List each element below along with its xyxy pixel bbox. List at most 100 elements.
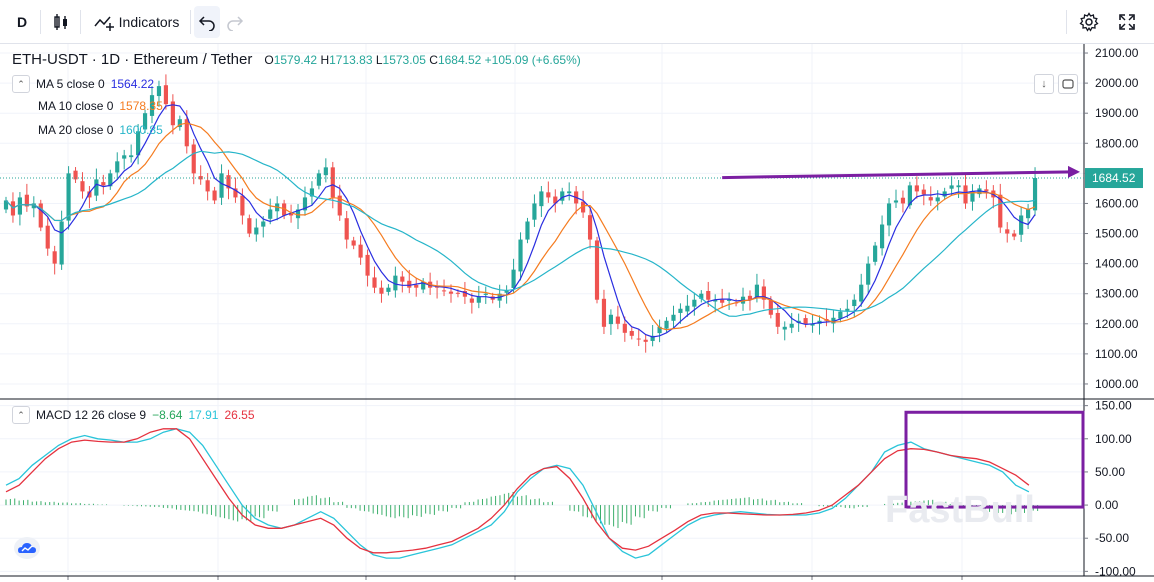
- ma10-legend[interactable]: MA 10 close 0 1578.35: [38, 99, 163, 113]
- candle-body: [594, 240, 600, 300]
- indicators-button[interactable]: Indicators: [86, 6, 186, 38]
- interval-button[interactable]: D: [16, 14, 28, 30]
- candle-body: [254, 227, 259, 235]
- price-tick-label: 1000.00: [1095, 377, 1139, 391]
- chart-area[interactable]: 1000.00 1100.00 1200.00 1300.00 1400.00 1500.…: [0, 44, 1154, 582]
- candle-body: [386, 287, 391, 292]
- open-label: O: [264, 53, 274, 67]
- candle-body: [706, 290, 711, 300]
- candle-body: [469, 298, 474, 303]
- candle-body: [935, 197, 940, 202]
- collapse-icon[interactable]: ⌃: [12, 75, 30, 93]
- symbol-header: ETH-USDT · 1D · Ethereum / Tether O1579.…: [12, 51, 581, 68]
- settings-button[interactable]: [1074, 6, 1104, 38]
- candle-body: [302, 197, 308, 211]
- redo-button[interactable]: [222, 6, 248, 38]
- candle-body: [518, 239, 523, 272]
- candle-body: [984, 189, 989, 192]
- candle-body: [789, 323, 794, 328]
- candle-body: [59, 221, 64, 265]
- candle-body: [539, 191, 544, 207]
- candle-body: [560, 191, 565, 201]
- candle-body: [553, 196, 558, 204]
- chart-type-button[interactable]: [46, 6, 76, 38]
- candle-body: [879, 224, 885, 249]
- candle-body: [212, 190, 217, 201]
- price-tick-label: 2100.00: [1095, 46, 1139, 60]
- candle-body: [914, 185, 919, 192]
- candle-body: [323, 167, 328, 176]
- candle-body: [713, 299, 718, 302]
- candle-body: [796, 320, 801, 323]
- fullscreen-button[interactable]: [1112, 6, 1142, 38]
- candle-body: [309, 188, 315, 197]
- scroll-down-button[interactable]: ↓: [1034, 74, 1054, 94]
- collapse-icon[interactable]: ⌃: [12, 406, 30, 424]
- fullscreen-icon: [1119, 14, 1135, 30]
- candle-body: [170, 101, 175, 126]
- macd-signal-value: 26.55: [224, 408, 255, 422]
- candle-body: [455, 292, 461, 294]
- maximize-icon: [1062, 79, 1074, 89]
- candle-body: [247, 218, 252, 234]
- candle-body: [52, 251, 57, 264]
- candle-body: [761, 286, 766, 300]
- candle-body: [295, 209, 301, 219]
- candle-body: [122, 155, 127, 159]
- candle-body: [511, 269, 516, 288]
- candle-body: [810, 323, 815, 326]
- candle-body: [963, 185, 968, 204]
- candle-body: [344, 218, 349, 240]
- candle-body: [636, 338, 641, 340]
- candle-body: [38, 203, 43, 228]
- candle-body: [31, 203, 36, 209]
- candle-body: [685, 305, 690, 312]
- candle-body: [351, 240, 356, 246]
- candle-body: [886, 203, 892, 226]
- ma10-value: 1578.35: [119, 99, 163, 113]
- macd-tick-label: 150.00: [1095, 399, 1132, 413]
- candle-body: [928, 197, 933, 201]
- indicators-label: Indicators: [118, 14, 180, 30]
- candle-body: [838, 311, 843, 319]
- last-price-tag: [1085, 168, 1143, 189]
- candle-body: [94, 179, 99, 196]
- candle-body: [66, 173, 71, 221]
- candle-body: [768, 299, 773, 315]
- candle-body: [261, 221, 266, 227]
- trend-arrow-line: [722, 170, 1073, 180]
- candle-body: [1019, 215, 1024, 235]
- candle-body: [775, 312, 780, 327]
- candle-body: [664, 320, 669, 329]
- candle-body: [601, 298, 607, 327]
- macd-histogram-value: −8.64: [152, 408, 183, 422]
- price-axis[interactable]: 1000.00 1100.00 1200.00 1300.00 1400.00 1500.…: [1084, 46, 1143, 578]
- gear-icon: [1079, 12, 1099, 32]
- ma20-legend[interactable]: MA 20 close 0 1600.85: [38, 123, 163, 137]
- maximize-pane-button[interactable]: [1058, 74, 1078, 94]
- candle-body: [462, 290, 467, 297]
- macd-tick-label: -100.00: [1095, 564, 1136, 578]
- macd-tick-label: 50.00: [1095, 465, 1125, 479]
- candle-body: [699, 293, 704, 299]
- undo-button[interactable]: [194, 6, 220, 38]
- macd-legend[interactable]: ⌃ MACD 12 26 close 9 −8.64 17.91 26.55: [12, 406, 255, 424]
- candle-body: [177, 119, 182, 128]
- candle-body: [622, 323, 627, 333]
- candle-body: [643, 339, 648, 342]
- candle-body: [998, 194, 1003, 228]
- candle-body: [831, 317, 836, 324]
- logo-button[interactable]: [14, 537, 40, 559]
- candle-body: [852, 299, 857, 307]
- price-pane: [0, 74, 1084, 353]
- candle-body: [149, 95, 155, 116]
- candle-body: [163, 85, 169, 105]
- price-tick-label: 1900.00: [1095, 106, 1139, 120]
- ma5-legend[interactable]: ⌃ MA 5 close 0 1564.22: [12, 75, 154, 93]
- price-tick-label: 1500.00: [1095, 227, 1139, 241]
- ma10-label: MA 10 close 0: [38, 99, 114, 113]
- candle-body: [87, 191, 92, 198]
- candle-body: [240, 195, 245, 216]
- toolbar-divider: [190, 10, 191, 34]
- candle-body: [101, 182, 106, 186]
